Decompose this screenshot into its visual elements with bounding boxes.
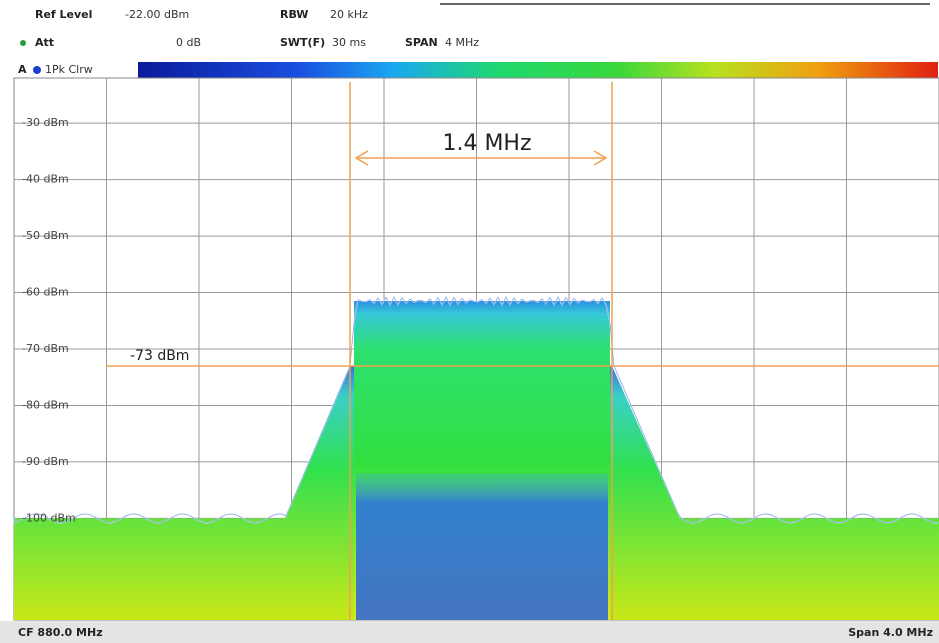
trace-edge bbox=[13, 296, 939, 524]
y-tick-label: -40 dBm bbox=[22, 173, 69, 186]
setting-label: Att bbox=[35, 36, 54, 49]
span: Span 4.0 MHz bbox=[848, 626, 933, 639]
y-tick-label: -50 dBm bbox=[22, 229, 69, 242]
setting-value: 0 dB bbox=[176, 36, 201, 49]
y-tick-label: -60 dBm bbox=[22, 286, 69, 299]
y-tick-label: -100 dBm bbox=[22, 511, 76, 524]
setting-label: Ref Level bbox=[35, 8, 92, 21]
setting-label: SPAN bbox=[405, 36, 438, 49]
window-label: A bbox=[18, 63, 27, 76]
trace-name: 1Pk Clrw bbox=[45, 63, 93, 76]
threshold-label: -73 dBm bbox=[130, 348, 189, 364]
y-tick-label: -80 dBm bbox=[22, 398, 69, 411]
setting-value: -22.00 dBm bbox=[125, 8, 189, 21]
setting-label: SWT(F) bbox=[280, 36, 325, 49]
center-frequency: CF 880.0 MHz bbox=[18, 626, 103, 639]
persistence-colorbar bbox=[138, 62, 938, 78]
setting-label: RBW bbox=[280, 8, 308, 21]
setting-value: 30 ms bbox=[332, 36, 366, 49]
y-tick-label: -70 dBm bbox=[22, 342, 69, 355]
trace-indicator bbox=[33, 66, 41, 74]
bandwidth-label: 1.4 MHz bbox=[442, 131, 531, 156]
setting-value: 20 kHz bbox=[330, 8, 368, 21]
arrow-head bbox=[354, 150, 608, 166]
y-tick-label: -90 dBm bbox=[22, 455, 69, 468]
y-tick-label: -30 dBm bbox=[22, 116, 69, 129]
signal-density bbox=[356, 473, 608, 620]
footer-bar bbox=[0, 621, 939, 643]
att-indicator bbox=[20, 40, 26, 46]
header-bar bbox=[0, 0, 939, 62]
setting-value: 4 MHz bbox=[445, 36, 479, 49]
